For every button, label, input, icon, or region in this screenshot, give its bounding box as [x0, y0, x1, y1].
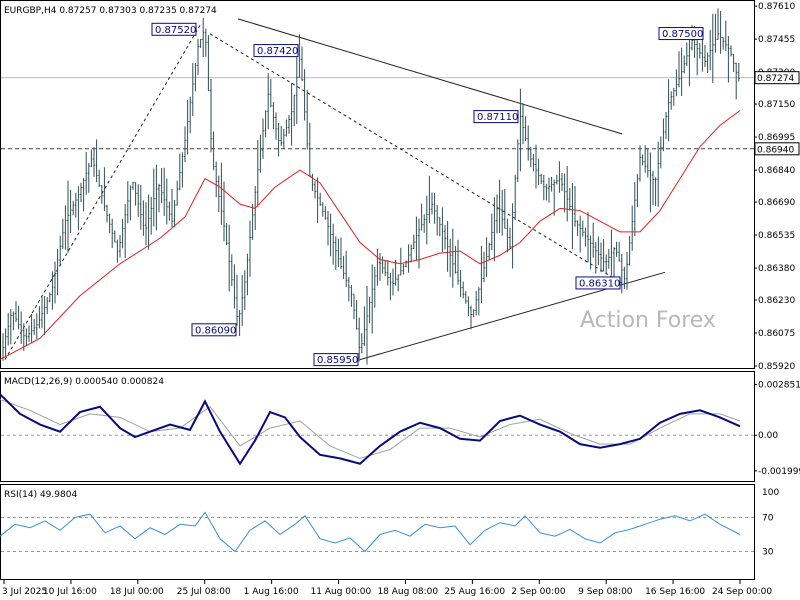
price-level-box — [754, 71, 800, 85]
annotation-label: 0.87500 — [662, 29, 703, 40]
annotation-box — [191, 323, 237, 337]
trendline — [209, 33, 623, 284]
annotation-label: 0.85950 — [317, 355, 358, 366]
annotation-label: 0.86310 — [579, 278, 620, 289]
price-annotations: 0.87520 0.87420 0.87110 0.87500 0.86090 0.859… — [151, 22, 704, 367]
annotation-box — [658, 27, 704, 41]
time-tick-label: 2 Sep 00:00 — [511, 587, 566, 597]
time-tick-label: 24 Sep 00:00 — [712, 587, 772, 597]
annotation-label: 0.87520 — [155, 25, 196, 36]
time-tick-label: 11 Aug 00:00 — [311, 587, 372, 597]
price-tick-label: 0.87150 — [758, 100, 795, 110]
price-tick-label: 0.87455 — [758, 35, 795, 45]
time-tick-label: 18 Jul 00:00 — [110, 587, 164, 597]
rsi-axis: 100 70 30 — [1, 488, 779, 558]
time-tick-label: 9 Sep 08:00 — [578, 587, 633, 597]
time-tick-label: 25 Aug 16:00 — [444, 587, 505, 597]
trendline — [4, 25, 201, 360]
price-tick-label: 0.86995 — [758, 133, 795, 143]
macd-line — [0, 393, 741, 466]
time-tick-label: 1 Aug 16:00 — [244, 587, 299, 597]
annotation-box — [313, 353, 359, 367]
price-series — [2, 8, 740, 365]
rsi-header: RSI(14) 49.9804 — [4, 490, 77, 500]
price-tick-label: 0.86380 — [758, 264, 795, 274]
rsi-tick-label: 100 — [762, 488, 779, 498]
price-level-label: 0.87274 — [757, 74, 794, 84]
price-tick-label: 0.87610 — [758, 2, 795, 12]
rsi-tick-label: 30 — [762, 548, 774, 558]
watermark: Action Forex — [580, 308, 716, 333]
annotation-box — [575, 276, 621, 290]
macd-tick-label: 0.002851 — [758, 380, 800, 390]
macd-axis: 0.002851 0.00 -0.001999 — [1, 380, 800, 477]
price-tick-label: 0.86840 — [758, 166, 795, 176]
price-tick-label: 0.86690 — [758, 198, 795, 208]
rsi-series — [0, 511, 741, 553]
time-tick-label: 10 Jul 16:00 — [43, 587, 97, 597]
annotation-label: 0.87110 — [477, 112, 518, 123]
price-level-label: 0.86940 — [757, 145, 794, 155]
macd-tick-label: 0.00 — [758, 431, 778, 441]
macd-series — [0, 393, 741, 466]
price-panel — [0, 0, 755, 369]
time-tick-label: 16 Sep 16:00 — [645, 587, 705, 597]
time-tick-label: 25 Jul 08:00 — [177, 587, 231, 597]
trendline — [237, 18, 623, 135]
moving-average-line — [0, 110, 741, 361]
macd-header: MACD(12,26,9) 0.000540 0.000824 — [4, 377, 164, 387]
macd-panel — [0, 371, 755, 482]
annotation-label: 0.87420 — [257, 46, 298, 57]
rsi-tick-label: 70 — [762, 514, 774, 524]
macd-tick-label: -0.001999 — [758, 467, 800, 477]
annotation-box — [473, 110, 519, 124]
horizontal-levels: 0.87274 0.86940 — [1, 71, 800, 156]
price-tick-label: 0.85920 — [758, 362, 795, 372]
price-tick-label: 0.86075 — [758, 329, 795, 339]
time-tick-label: 18 Aug 08:00 — [377, 587, 438, 597]
time-tick-label: 3 Jul 2025 — [2, 587, 47, 597]
annotation-box — [253, 44, 299, 58]
price-level-box — [754, 142, 800, 156]
rsi-line — [0, 511, 741, 553]
rsi-panel — [0, 484, 755, 580]
price-tick-label: 0.86230 — [758, 296, 795, 306]
price-tick-label: 0.86535 — [758, 231, 795, 241]
price-header: EURGBP,H4 0.87257 0.87303 0.87235 0.8727… — [4, 6, 217, 16]
moving-average-series — [0, 110, 741, 361]
annotation-box — [151, 22, 197, 36]
annotation-label: 0.86090 — [195, 325, 236, 336]
macd-signal-line — [0, 399, 741, 459]
price-axis: 0.876100.874550.873000.871500.869950.868… — [754, 2, 795, 372]
